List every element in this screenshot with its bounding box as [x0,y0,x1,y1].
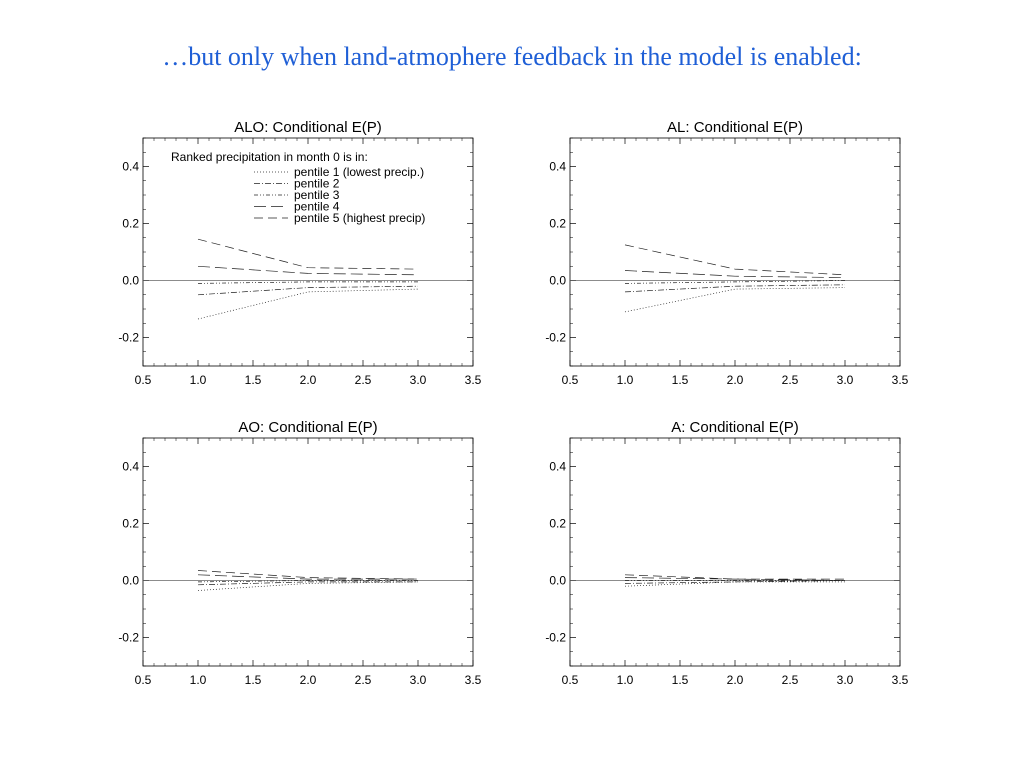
x-tick-label: 2.5 [355,373,372,387]
x-tick-label: 2.0 [727,673,744,687]
series-line-pentile-1 [624,581,845,587]
x-tick-label: 2.5 [782,373,799,387]
series-line-pentile-3 [197,580,418,583]
x-tick-label: 3.0 [837,673,854,687]
x-tick-label: 3.5 [465,673,482,687]
y-tick-label: -0.2 [118,631,139,645]
y-tick-label: 0.4 [549,460,566,474]
y-tick-label: 0.4 [122,160,139,174]
y-tick-label: 0.4 [122,460,139,474]
x-tick-label: 3.5 [465,373,482,387]
x-tick-label: 2.5 [355,673,372,687]
y-tick-label: -0.2 [545,331,566,345]
legend-entry: pentile 3 [294,188,340,202]
x-tick-label: 0.5 [562,673,579,687]
series-line-pentile-4 [624,577,846,581]
y-tick-label: -0.2 [545,631,566,645]
x-tick-label: 2.0 [300,673,317,687]
y-tick-label: 0.2 [122,217,139,231]
x-tick-label: 0.5 [135,673,152,687]
series-line-pentile-2 [197,581,418,586]
plot-frame [142,437,474,667]
x-tick-label: 1.0 [190,673,207,687]
series-line-pentile-2 [624,580,846,584]
series-line-pentile-5 [624,244,846,276]
series-line-pentile-4 [197,265,419,276]
legend-entry: pentile 4 [294,200,340,214]
chart-panel-2: AL: Conditional E(P) 0.5 1.0 1.5 2.0 2.5 3.0 3.… [545,119,908,387]
series-line-pentile-4 [624,270,846,278]
chart-title: AO: Conditional E(P) [238,419,377,436]
series-line-pentile-5 [197,570,419,580]
series-line-pentile-1 [197,581,419,591]
series-line-pentile-3 [624,280,846,284]
x-tick-label: 1.5 [245,673,262,687]
x-tick-label: 2.0 [300,373,317,387]
x-tick-label: 2.5 [782,673,799,687]
x-tick-label: 0.5 [135,373,152,387]
legend-entry: pentile 2 [294,177,340,191]
series-line-pentile-2 [197,285,419,296]
y-tick-label: 0.0 [549,274,566,288]
x-tick-label: 0.5 [562,373,579,387]
x-tick-label: 3.5 [892,373,909,387]
x-tick-label: 2.0 [727,373,744,387]
x-tick-label: 1.5 [672,373,689,387]
y-tick-label: 0.0 [549,574,566,588]
x-tick-label: 3.5 [892,673,909,687]
plot-frame [569,437,901,667]
series-line-pentile-4 [197,574,418,580]
x-tick-label: 3.0 [837,373,854,387]
slide-title: …but only when land-atmophere feedback i… [162,42,862,71]
x-tick-label: 1.0 [190,373,207,387]
chart-title: A: Conditional E(P) [671,419,799,436]
series-line-pentile-5 [197,238,419,270]
series-line-pentile-5 [624,574,845,580]
legend-heading: Ranked precipitation in month 0 is in: [171,150,368,164]
x-tick-label: 1.5 [245,373,262,387]
chart-panel-1: ALO: Conditional E(P) 0.5 1.0 1.5 2.0 2.5 3.0 3… [118,119,481,387]
legend-entry: pentile 5 (highest precip) [294,211,425,225]
y-tick-label: 0.4 [549,160,566,174]
y-tick-label: -0.2 [118,331,139,345]
y-tick-label: 0.0 [122,574,139,588]
legend: Ranked precipitation in month 0 is in:pe… [171,150,425,225]
y-tick-label: 0.2 [549,217,566,231]
x-tick-label: 1.5 [672,673,689,687]
x-tick-label: 1.0 [617,373,634,387]
chart-panel-3: AO: Conditional E(P) 0.5 1.0 1.5 2.0 2.5 3.0 3.… [118,419,481,687]
x-tick-label: 3.0 [410,673,427,687]
legend-entry: pentile 1 (lowest precip.) [294,165,424,179]
series-line-pentile-1 [197,288,419,320]
y-tick-label: 0.0 [122,274,139,288]
y-tick-label: 0.2 [549,517,566,531]
x-tick-label: 3.0 [410,373,427,387]
x-tick-label: 1.0 [617,673,634,687]
series-line-pentile-1 [624,287,846,313]
chart-title: AL: Conditional E(P) [667,119,803,136]
chart-title: ALO: Conditional E(P) [234,119,382,136]
y-tick-label: 0.2 [122,517,139,531]
series-line-pentile-3 [197,281,418,284]
plot-frame [569,137,901,367]
chart-panel-4: A: Conditional E(P) 0.5 1.0 1.5 2.0 2.5 3.0 3.5… [545,419,908,687]
series-line-pentile-2 [624,284,846,293]
